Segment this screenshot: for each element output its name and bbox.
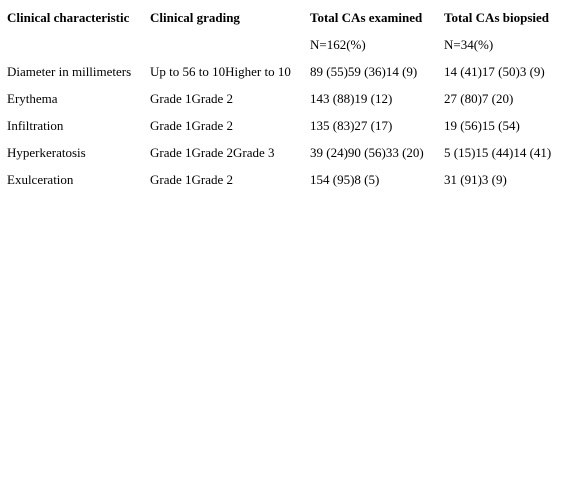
table-row: Exulceration Grade 1Grade 2 154 (95)8 (5… (0, 166, 571, 193)
row-biopsied: 31 (91)3 (9) (444, 172, 507, 187)
table-row: Erythema Grade 1Grade 2 143 (88)19 (12) … (0, 85, 571, 112)
subheader-biopsied-n: N=34(%) (444, 37, 494, 52)
header-total-cas-examined: Total CAs examined (310, 10, 423, 25)
row-grading: Grade 1Grade 2Grade 3 (150, 145, 275, 160)
header-clinical-grading: Clinical grading (150, 10, 240, 25)
table-row: Diameter in millimeters Up to 56 to 10Hi… (0, 58, 571, 85)
row-characteristic: Infiltration (7, 118, 64, 133)
row-examined: 154 (95)8 (5) (310, 172, 380, 187)
table-row: Infiltration Grade 1Grade 2 135 (83)27 (… (0, 112, 571, 139)
row-grading: Grade 1Grade 2 (150, 172, 234, 187)
row-characteristic: Diameter in millimeters (7, 64, 132, 79)
row-biopsied: 19 (56)15 (54) (444, 118, 520, 133)
row-examined: 143 (88)19 (12) (310, 91, 393, 106)
row-examined: 39 (24)90 (56)33 (20) (310, 145, 424, 160)
row-characteristic: Erythema (7, 91, 58, 106)
row-grading: Grade 1Grade 2 (150, 118, 234, 133)
row-biopsied: 27 (80)7 (20) (444, 91, 514, 106)
clinical-characteristics-table: Clinical characteristic Clinical grading… (0, 0, 571, 193)
table-header-row: Clinical characteristic Clinical grading… (0, 4, 571, 31)
table-row: Hyperkeratosis Grade 1Grade 2Grade 3 39 … (0, 139, 571, 166)
table-subheader-row: N=162(%) N=34(%) (0, 31, 571, 58)
subheader-examined-n: N=162(%) (310, 37, 366, 52)
row-examined: 135 (83)27 (17) (310, 118, 393, 133)
row-biopsied: 14 (41)17 (50)3 (9) (444, 64, 545, 79)
row-characteristic: Hyperkeratosis (7, 145, 86, 160)
row-biopsied: 5 (15)15 (44)14 (41) (444, 145, 552, 160)
row-grading: Up to 56 to 10Higher to 10 (150, 64, 291, 79)
header-total-cas-biopsied: Total CAs biopsied (444, 10, 549, 25)
row-examined: 89 (55)59 (36)14 (9) (310, 64, 418, 79)
row-grading: Grade 1Grade 2 (150, 91, 234, 106)
header-clinical-characteristic: Clinical characteristic (7, 10, 130, 25)
row-characteristic: Exulceration (7, 172, 74, 187)
